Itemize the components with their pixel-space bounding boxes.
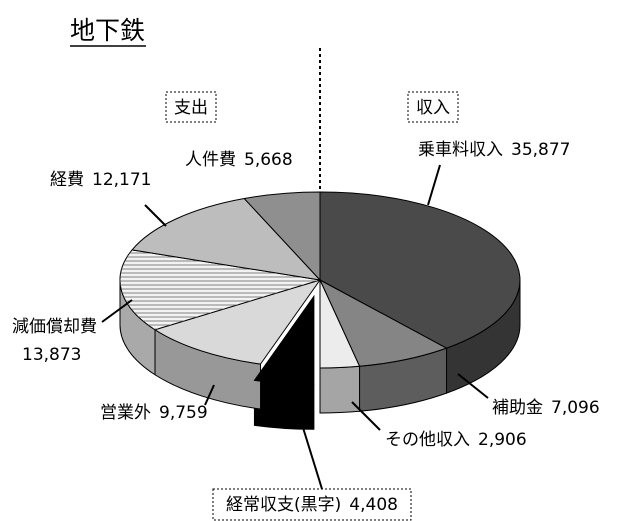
slice-value: 4,408 (349, 495, 398, 515)
pie-slice (131, 198, 322, 281)
chart-title: 地下鉄 (70, 16, 145, 45)
slice-value: 13,873 (22, 345, 81, 365)
slice-label: 経費 12,171 (50, 170, 151, 190)
slice-name: 補助金 (492, 398, 543, 418)
leader-line (204, 384, 215, 406)
slice-label: 経常収支(黒字) 4,408 (226, 495, 398, 515)
pie-side (319, 365, 361, 414)
leader-line (101, 299, 133, 323)
group-box (407, 91, 459, 123)
label-box (212, 488, 412, 521)
slice-value: 2,906 (478, 430, 527, 450)
pie-slice (319, 191, 521, 349)
slice-name: 乗車料収入 (418, 140, 503, 160)
slice-name: 経費 (50, 170, 84, 190)
slice-label: 減価償却費 (12, 317, 97, 337)
pie-side (253, 379, 315, 430)
slice-label: 人件費 5,668 (185, 150, 293, 170)
slice-label: 乗車料収入 35,877 (418, 140, 570, 160)
group-label: 収入 (416, 98, 450, 118)
leader-line (295, 404, 323, 490)
leader-line (351, 401, 381, 431)
slice-name: その他収入 (385, 430, 470, 450)
slice-value: 5,668 (244, 150, 293, 170)
slice-value: 9,759 (159, 403, 208, 423)
pie-slice (243, 191, 321, 282)
group-label: 支出 (174, 98, 208, 118)
leader-line (457, 373, 489, 399)
slice-value: 12,171 (92, 170, 151, 190)
slice-name: 経常収支(黒字) (226, 495, 341, 515)
slice-value: 7,096 (551, 398, 600, 418)
pie-slice (319, 279, 361, 369)
slice-label: 補助金 7,096 (492, 398, 600, 418)
labels: 乗車料収入 35,877 補助金 7,096 その他収入 2,906 経常収支(黒字) 4,4… (12, 140, 600, 521)
slice-name: 営業外 (100, 403, 151, 423)
slice-label: その他収入 2,906 (385, 430, 527, 450)
leader-line (144, 204, 167, 227)
slice-label: 営業外 9,759 (100, 403, 208, 423)
pie-slice (318, 278, 448, 367)
leader-line (427, 164, 441, 206)
slice-name: 人件費 (185, 150, 236, 170)
group-box (165, 91, 217, 123)
slice-value: 35,877 (511, 140, 570, 160)
